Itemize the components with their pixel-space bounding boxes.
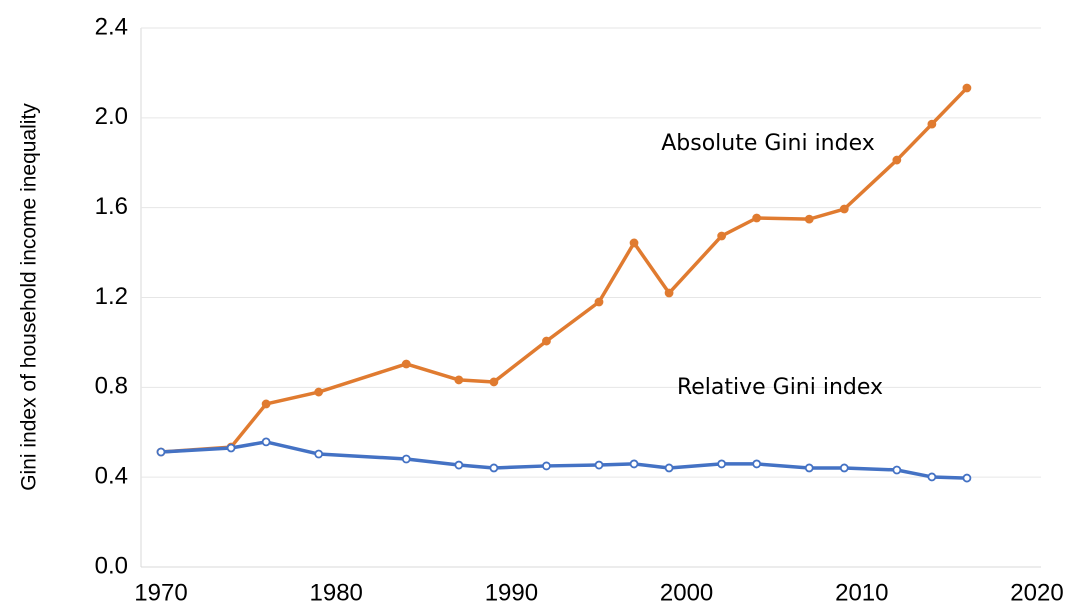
series-line <box>160 440 967 480</box>
annotation: Relative Gini index <box>676 375 884 400</box>
y-tick-label: 0.0 <box>95 552 128 579</box>
y-tick-label: 2.4 <box>95 13 128 40</box>
point <box>156 447 166 457</box>
point <box>804 463 814 473</box>
point <box>664 288 674 298</box>
point <box>261 437 271 447</box>
x-tick-label: 1980 <box>310 579 363 606</box>
y-tick-label: 0.8 <box>95 373 128 400</box>
point <box>542 336 551 346</box>
point <box>927 472 937 482</box>
point <box>962 83 972 93</box>
point <box>401 454 411 464</box>
y-tick-label: 1.2 <box>95 283 128 310</box>
point <box>717 459 727 469</box>
point <box>454 375 464 385</box>
x-tick-label: 2000 <box>660 579 713 606</box>
point <box>594 297 604 307</box>
point <box>489 463 499 473</box>
y-tick-label: 2.0 <box>95 103 128 130</box>
point <box>752 213 762 223</box>
y-axis-label: Gini index of household income inequalit… <box>18 103 41 491</box>
point <box>454 460 464 470</box>
point <box>927 119 937 129</box>
annotation: Absolute Gini index <box>661 131 875 156</box>
x-tick-label: 1990 <box>485 579 538 606</box>
point <box>629 459 639 469</box>
point <box>401 359 411 369</box>
point <box>261 399 271 409</box>
point <box>892 155 902 165</box>
point <box>226 443 236 453</box>
point <box>629 238 639 248</box>
point <box>314 387 324 397</box>
point <box>664 463 674 473</box>
point <box>892 465 902 475</box>
point <box>804 214 814 224</box>
y-tick-label: 1.6 <box>95 193 128 220</box>
x-tick-label: 2010 <box>835 579 888 606</box>
point <box>489 377 499 387</box>
point <box>594 460 604 470</box>
point <box>717 231 727 241</box>
series-line <box>160 86 969 454</box>
x-tick-label: 1970 <box>134 579 187 606</box>
point <box>839 463 849 473</box>
point <box>962 473 972 483</box>
y-tick-label: 0.4 <box>95 463 128 490</box>
point <box>839 204 849 214</box>
point <box>314 449 324 459</box>
point <box>752 459 762 469</box>
point <box>542 461 551 471</box>
x-tick-label: 2020 <box>1010 579 1063 606</box>
